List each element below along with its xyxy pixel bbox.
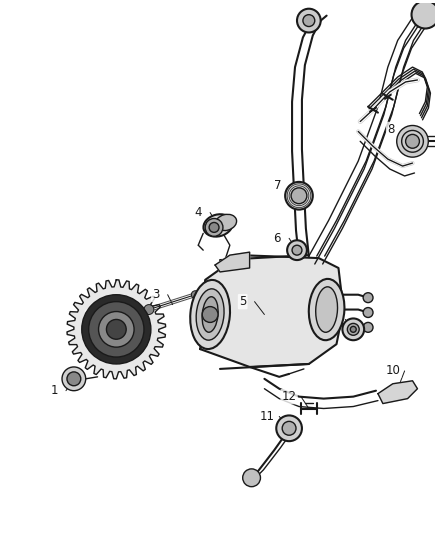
Circle shape	[209, 222, 219, 232]
Circle shape	[202, 306, 218, 322]
Text: 11: 11	[260, 410, 275, 423]
Circle shape	[402, 131, 424, 152]
Ellipse shape	[196, 289, 224, 340]
Ellipse shape	[190, 280, 230, 349]
Circle shape	[67, 372, 81, 386]
Polygon shape	[378, 381, 417, 403]
Circle shape	[397, 125, 428, 157]
Circle shape	[99, 311, 134, 347]
Circle shape	[347, 324, 359, 335]
Text: 5: 5	[239, 295, 247, 308]
Circle shape	[350, 326, 356, 332]
Circle shape	[285, 182, 313, 209]
Circle shape	[106, 319, 126, 339]
Ellipse shape	[215, 214, 237, 231]
Ellipse shape	[202, 297, 218, 332]
Circle shape	[291, 188, 307, 204]
Text: 1: 1	[50, 384, 58, 397]
Text: 2: 2	[86, 311, 93, 324]
Text: 9: 9	[330, 313, 337, 326]
Circle shape	[276, 415, 302, 441]
Text: 10: 10	[385, 365, 400, 377]
Circle shape	[292, 245, 302, 255]
Text: 8: 8	[387, 123, 395, 136]
Circle shape	[62, 367, 86, 391]
Circle shape	[303, 14, 315, 27]
Circle shape	[363, 308, 373, 318]
Polygon shape	[215, 252, 250, 272]
Polygon shape	[200, 255, 343, 367]
Ellipse shape	[316, 287, 338, 332]
Circle shape	[287, 240, 307, 260]
Circle shape	[343, 318, 364, 340]
Text: 6: 6	[273, 232, 281, 245]
Circle shape	[297, 9, 321, 33]
Circle shape	[144, 304, 154, 314]
Circle shape	[243, 469, 261, 487]
Circle shape	[191, 290, 199, 298]
Circle shape	[406, 134, 420, 148]
Circle shape	[363, 293, 373, 303]
Circle shape	[88, 302, 144, 357]
Text: 12: 12	[282, 390, 297, 403]
Ellipse shape	[203, 214, 233, 237]
Circle shape	[412, 1, 438, 28]
Text: 3: 3	[152, 288, 159, 301]
Circle shape	[82, 295, 151, 364]
Text: 4: 4	[194, 206, 202, 219]
Circle shape	[282, 422, 296, 435]
Text: 7: 7	[273, 179, 281, 192]
Circle shape	[363, 322, 373, 332]
Polygon shape	[67, 280, 166, 379]
Circle shape	[205, 219, 223, 236]
Ellipse shape	[309, 279, 344, 340]
